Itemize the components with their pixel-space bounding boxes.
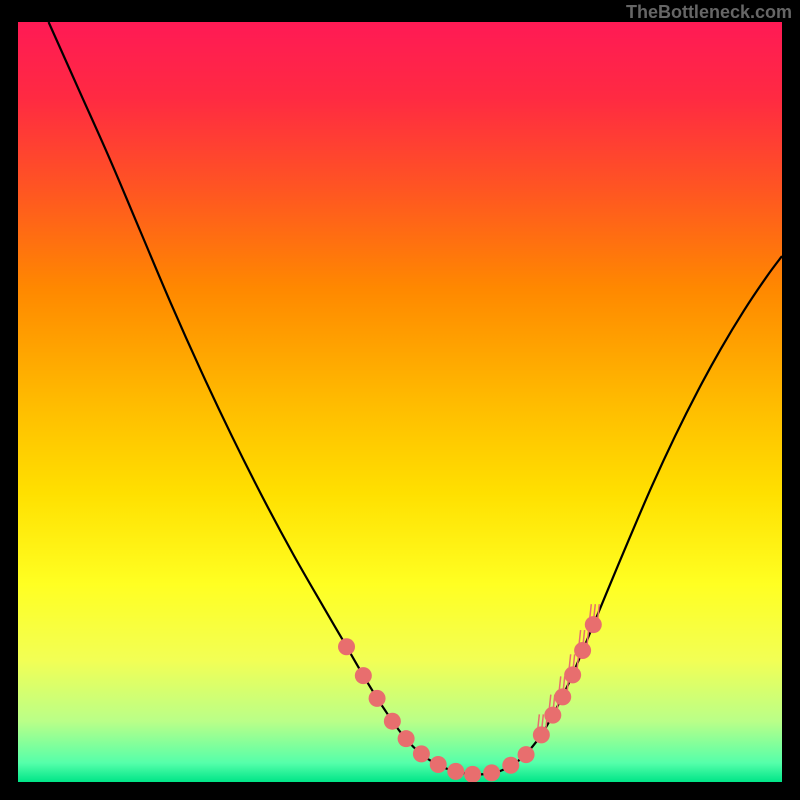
marker-dot (533, 726, 550, 743)
marker-dot (398, 730, 415, 747)
marker-dot (502, 757, 519, 774)
marker-dot (338, 638, 355, 655)
plot-area (18, 22, 782, 782)
watermark-text: TheBottleneck.com (626, 2, 792, 23)
marker-dot (564, 666, 581, 683)
marker-dot (518, 746, 535, 763)
bottleneck-curve (49, 22, 782, 774)
curve-layer (18, 22, 782, 782)
marker-dot (554, 688, 571, 705)
marker-dot (544, 707, 561, 724)
marker-dot (430, 756, 447, 773)
chart-container: TheBottleneck.com (0, 0, 800, 800)
marker-dot (369, 690, 386, 707)
markers-right-group (533, 604, 602, 743)
marker-dot (413, 745, 430, 762)
marker-dot (447, 763, 464, 780)
marker-dot (355, 667, 372, 684)
marker-dot (464, 766, 481, 782)
marker-dot (384, 713, 401, 730)
marker-dot (483, 764, 500, 781)
markers-left-group (338, 638, 535, 782)
marker-dot (574, 642, 591, 659)
marker-dot (585, 616, 602, 633)
